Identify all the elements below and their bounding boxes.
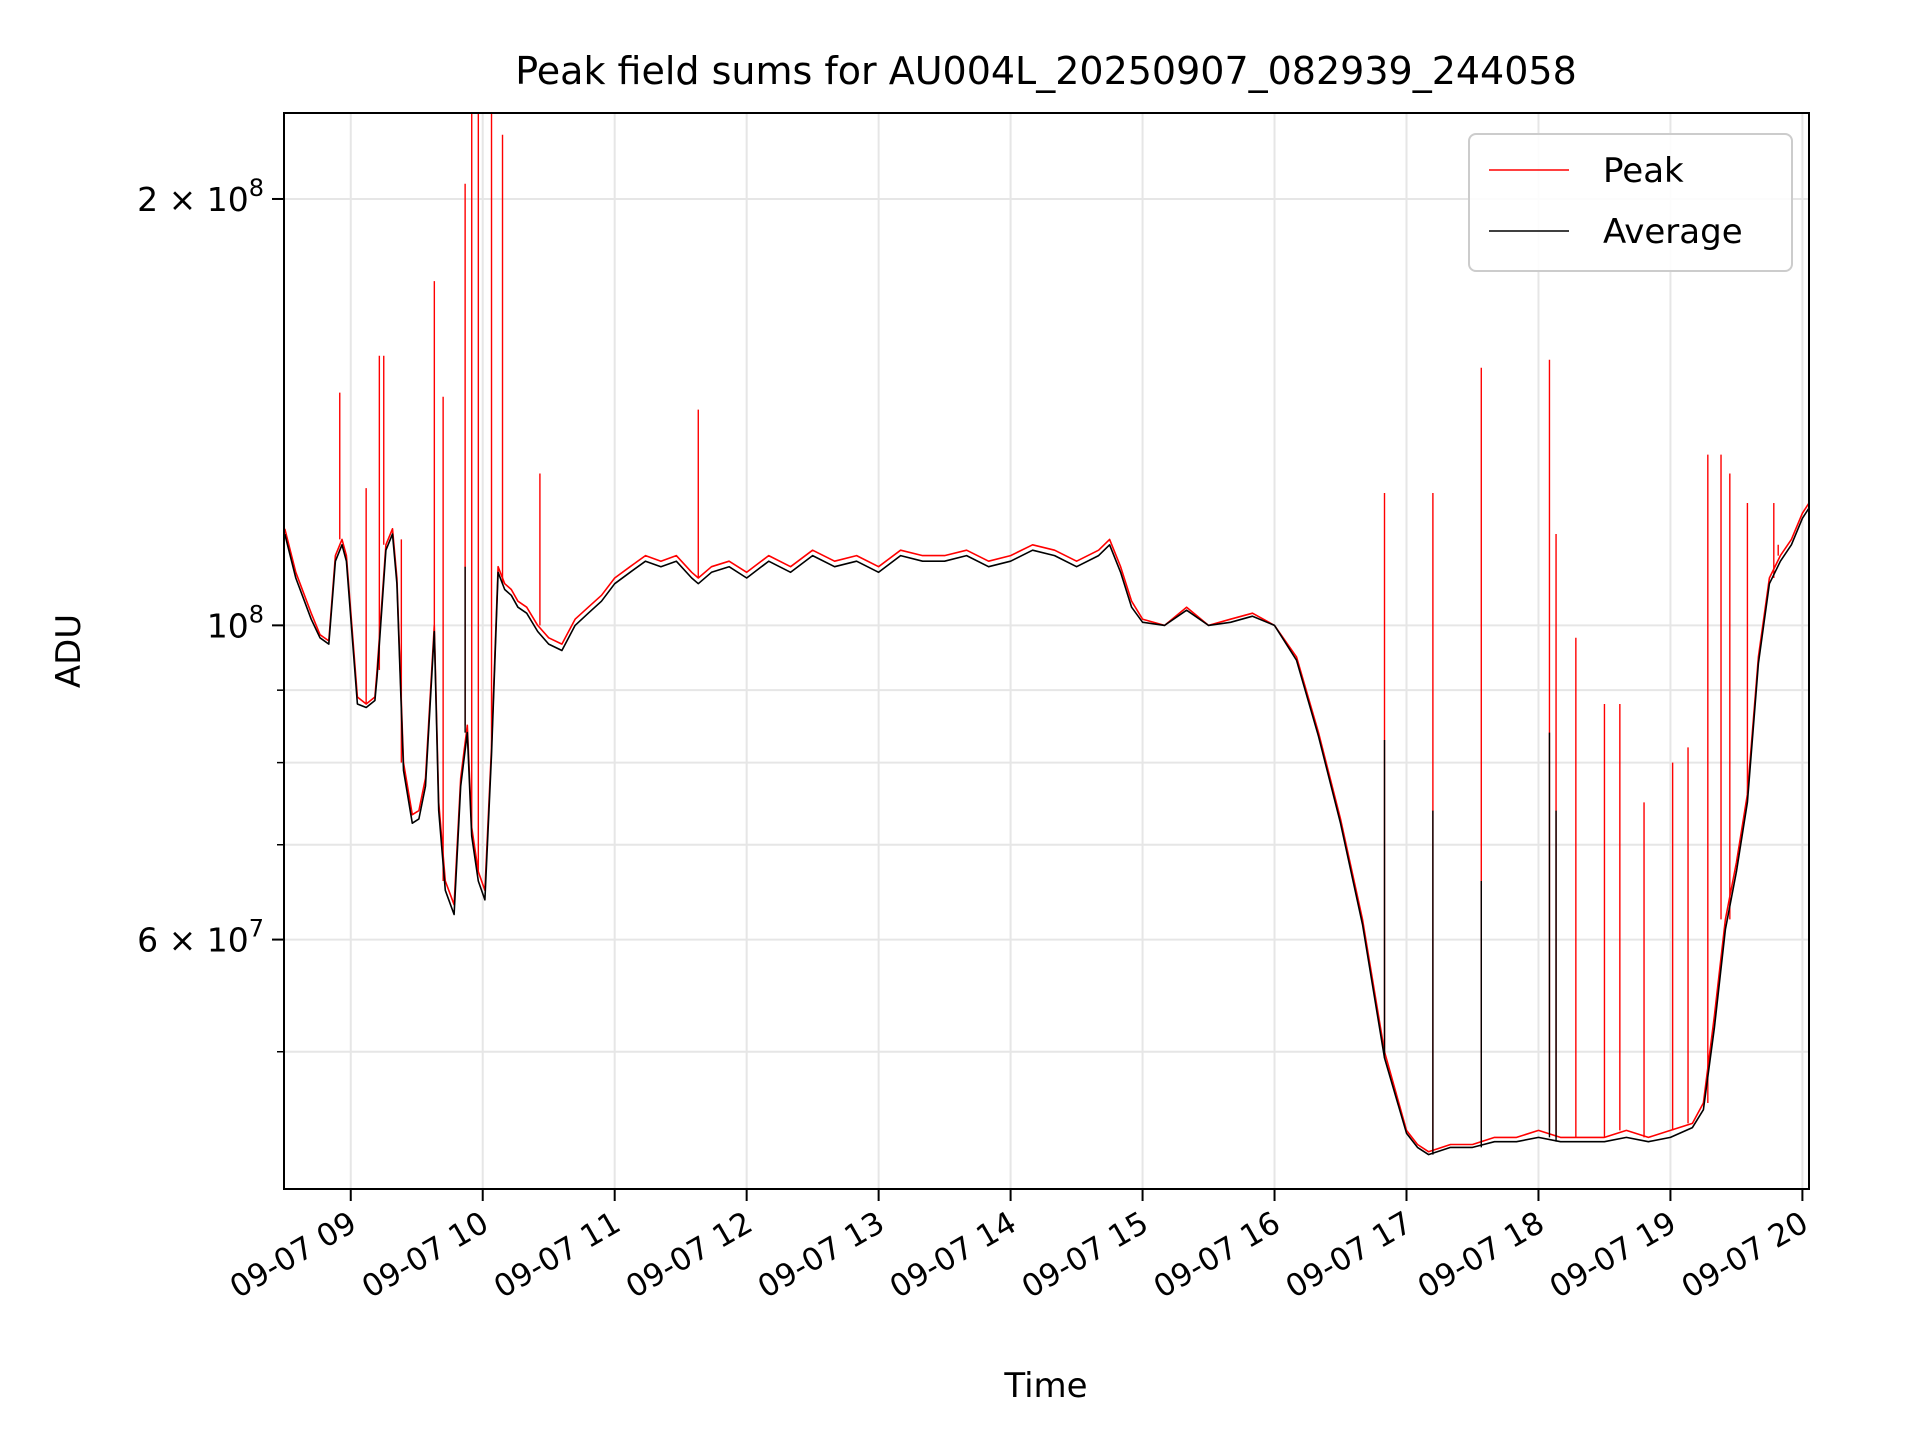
y-tick-label: 2 × 108: [137, 174, 264, 219]
legend-box: [1468, 133, 1793, 272]
legend-peak-label: Peak: [1603, 151, 1684, 191]
y-tick-label: 108: [207, 600, 264, 645]
y-axis-label: ADU: [49, 614, 89, 688]
legend-average-label: Average: [1603, 212, 1743, 252]
y-tick-label: 6 × 107: [137, 915, 264, 960]
series-layer: [284, 113, 1810, 1156]
chart-title: Peak field sums for AU004L_20250907_0829…: [515, 49, 1577, 93]
y-axis: 2 × 108 108 6 × 107: [137, 174, 284, 1053]
grid: [284, 113, 1809, 1189]
legend: Peak Average: [1468, 133, 1793, 272]
series-line-peak: [284, 502, 1810, 1153]
series-line-average: [284, 507, 1810, 1156]
x-axis-label: Time: [1003, 1366, 1087, 1406]
axes-frame: [283, 112, 1810, 1190]
